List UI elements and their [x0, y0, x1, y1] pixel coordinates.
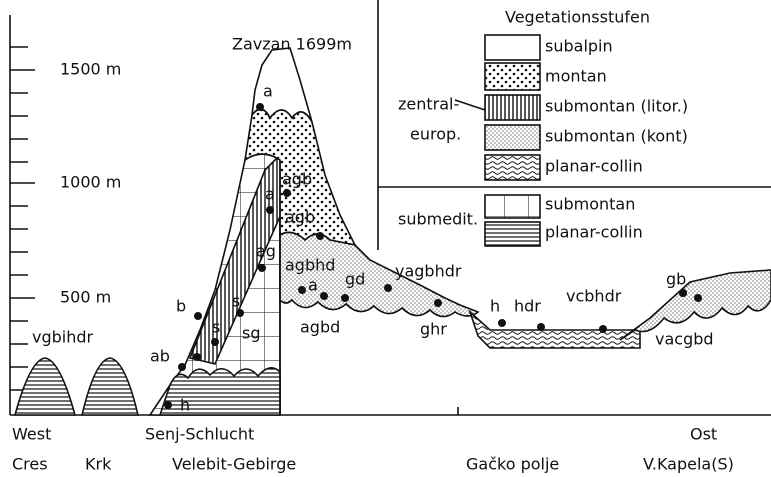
legend-group: submedit. — [398, 210, 478, 229]
place: Cres — [12, 455, 48, 474]
legend-item: subalpin — [545, 37, 613, 56]
vegetation-profile: 1500 m 1000 m 500 m Zavzan 1699m Vegetat… — [0, 0, 771, 477]
legend-item: submontan — [545, 195, 635, 214]
legend-group: europ. — [410, 125, 461, 144]
site-label: gb — [666, 270, 686, 289]
legend-item: submontan (kont) — [545, 127, 688, 146]
site-label: agbd — [300, 318, 340, 337]
site-label: yagbhdr — [395, 262, 462, 281]
tick-label: 1000 m — [60, 173, 121, 192]
site-label: vacgbd — [655, 330, 714, 349]
site-label: hdr — [514, 297, 541, 316]
site-label: a — [265, 185, 275, 204]
tick-label: 1500 m — [60, 60, 121, 79]
site-label: h — [490, 297, 500, 316]
place: Velebit-Gebirge — [172, 455, 296, 474]
place: Senj-Schlucht — [145, 425, 254, 444]
legend-item: montan — [545, 67, 607, 86]
direction: West — [12, 425, 51, 444]
legend-title: Vegetationsstufen — [505, 8, 650, 27]
site-label: a — [263, 82, 273, 101]
site-label: s — [232, 292, 240, 311]
site-label: vgbihdr — [32, 328, 94, 347]
place: Krk — [85, 455, 112, 474]
site-label: ghr — [420, 320, 447, 339]
place: Gačko polje — [466, 455, 559, 474]
legend-item: planar-collin — [545, 157, 643, 176]
axis — [10, 15, 771, 415]
site-label: ag — [256, 242, 276, 261]
site-label: s — [212, 318, 220, 337]
legend-item: planar-collin — [545, 223, 643, 242]
legend-group: zentral- — [398, 95, 459, 114]
direction: Ost — [690, 425, 717, 444]
site-label: a — [308, 276, 318, 295]
site-label: agbhd — [285, 256, 335, 275]
site-label: sg — [242, 324, 261, 343]
site-label: b — [176, 297, 186, 316]
place: V.Kapela(S) — [643, 455, 734, 474]
legend-item: submontan (litor.) — [545, 97, 688, 116]
peak-label: Zavzan 1699m — [232, 35, 352, 54]
site-label: vcbhdr — [566, 287, 622, 306]
site-label: agb — [285, 208, 315, 227]
site-label: ab — [150, 347, 170, 366]
tick-label: 500 m — [60, 288, 111, 307]
site-label: gd — [345, 270, 365, 289]
site-label: h — [180, 396, 190, 415]
site-label: agb — [282, 170, 312, 189]
